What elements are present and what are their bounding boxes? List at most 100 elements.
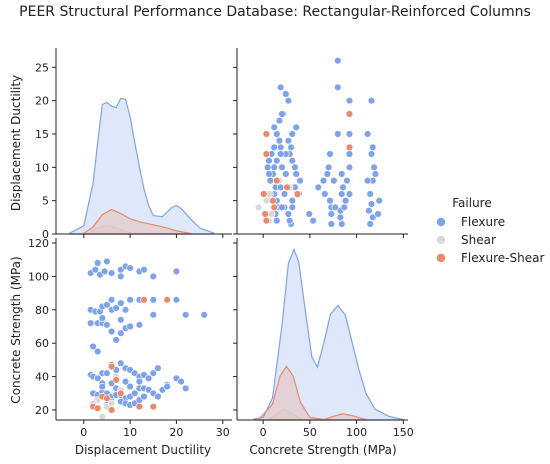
bl-point-flexure xyxy=(86,319,95,327)
tr-point-flexure xyxy=(336,213,345,222)
tl-ytick-label: 10 xyxy=(35,161,49,174)
bl-xtick-label: 0 xyxy=(80,426,87,439)
bl-ytick-label: 40 xyxy=(35,371,49,384)
bl-point-flexure xyxy=(163,382,171,391)
tr-point-flexure xyxy=(326,150,334,158)
bl-point-flexure xyxy=(154,364,162,372)
bl-point-flexure xyxy=(112,336,120,344)
tl-ytick-label: 15 xyxy=(35,128,49,141)
tr-point-shear xyxy=(267,210,276,218)
bl-point-flexure xyxy=(117,329,125,337)
tr-point-flexure xyxy=(280,190,289,198)
tr-point-flexure-shear xyxy=(262,150,271,158)
tr-point-flexure xyxy=(270,123,278,132)
bl-point-flexure xyxy=(149,272,158,281)
legend-label-flexure: Flexure xyxy=(461,215,505,229)
tr-point-flexure xyxy=(334,56,342,65)
bl-point-flexure xyxy=(144,374,153,382)
tr-point-shear xyxy=(254,203,263,212)
bl-ytick-label: 20 xyxy=(35,404,49,417)
tr-point-flexure xyxy=(363,130,372,138)
tr-point-flexure xyxy=(314,183,322,192)
tr-point-flexure xyxy=(341,197,350,205)
legend-marker-flexure xyxy=(436,217,446,227)
tr-point-flexure xyxy=(288,157,296,165)
tr-point-flexure xyxy=(367,200,376,208)
bl-point-flexure xyxy=(107,296,116,304)
tr-point-flexure xyxy=(278,203,286,212)
bl-point-flexure xyxy=(126,382,134,391)
tr-point-flexure xyxy=(345,150,354,158)
tr-point-flexure xyxy=(330,177,338,185)
bl-point-flexure xyxy=(149,296,158,304)
x-axis-label-strength: Concrete Strength (MPa) xyxy=(249,443,396,457)
tr-point-flexure xyxy=(288,130,296,138)
tr-point-flexure xyxy=(345,130,354,138)
tr-point-flexure xyxy=(266,177,274,185)
bl-point-flexure xyxy=(107,327,116,336)
tr-point-flexure-shear xyxy=(262,217,271,225)
tr-point-flexure xyxy=(343,177,351,185)
tr-point-flexure xyxy=(367,96,376,105)
bl-point-flexure xyxy=(154,392,162,401)
tr-point-flexure xyxy=(367,150,376,158)
bl-point-flexure xyxy=(135,321,144,329)
tr-point-flexure xyxy=(338,220,346,228)
tr-point-flexure-shear xyxy=(269,197,277,205)
legend-label-shear: Shear xyxy=(461,233,496,247)
tr-point-flexure xyxy=(327,210,335,218)
bl-point-flexure xyxy=(91,266,100,274)
tr-point-flexure xyxy=(374,210,382,218)
bl-point-flexure xyxy=(117,299,125,307)
tr-point-flexure xyxy=(345,96,354,105)
tr-point-flexure xyxy=(288,197,296,205)
tr-point-flexure xyxy=(265,157,273,165)
tr-point-flexure xyxy=(331,203,339,212)
tr-point-flexure xyxy=(334,130,342,138)
bl-point-flexure xyxy=(93,374,102,382)
legend-title: Failure xyxy=(452,196,491,210)
tr-point-flexure xyxy=(270,143,278,152)
bl-point-flexure xyxy=(172,296,181,304)
bl-point-flexure-shear xyxy=(140,296,148,304)
bl-point-flexure xyxy=(117,316,125,324)
bl-ytick-label: 100 xyxy=(28,270,49,283)
tr-point-flexure xyxy=(325,163,333,172)
bl-point-flexure xyxy=(100,267,109,276)
tr-point-flexure-shear xyxy=(283,183,291,192)
tr-point-flexure xyxy=(291,163,299,172)
bl-point-flexure xyxy=(93,347,102,356)
chart-title: PEER Structural Performance Database: Re… xyxy=(19,4,531,20)
tr-point-flexure-shear xyxy=(345,110,354,118)
bl-point-flexure xyxy=(126,322,134,331)
bl-point-flexure xyxy=(98,314,107,322)
bl-point-flexure-shear xyxy=(93,404,102,412)
legend-marker-shear xyxy=(436,235,446,245)
bl-ytick-label: 60 xyxy=(35,337,49,350)
tr-point-flexure xyxy=(282,170,290,178)
tr-point-flexure xyxy=(334,83,342,92)
tr-point-flexure xyxy=(278,163,286,172)
panel-ductility-vs-strength: 20 40 60 80 100 120 0 10 20 30 xyxy=(28,237,232,439)
bl-xtick-label: 30 xyxy=(216,426,230,439)
tr-point-flexure xyxy=(277,83,285,92)
tr-point-flexure xyxy=(273,130,281,138)
y-axis-label-strength: Concrete Strength (MPa) xyxy=(9,256,23,403)
br-xtick-label: 100 xyxy=(346,426,367,439)
bl-point-flexure xyxy=(93,259,102,267)
bl-point-flexure-shear xyxy=(107,362,116,371)
tr-point-flexure xyxy=(365,207,373,215)
bl-point-flexure-shear xyxy=(135,402,144,411)
tr-point-flexure xyxy=(338,190,346,198)
bl-point-flexure xyxy=(103,321,111,329)
bl-point-flexure xyxy=(135,377,144,386)
tl-ytick-label: 25 xyxy=(35,61,49,74)
bl-ytick-label: 80 xyxy=(35,304,49,317)
panel-strength-kde: 0 50 100 150 xyxy=(233,238,414,439)
bl-point-flexure xyxy=(121,377,130,386)
tr-point-flexure xyxy=(273,217,281,225)
ductility-kde-flexure-shear xyxy=(83,208,191,235)
bl-point-flexure xyxy=(117,272,125,281)
bl-point-flexure xyxy=(200,311,208,319)
tr-point-flexure xyxy=(275,116,284,125)
